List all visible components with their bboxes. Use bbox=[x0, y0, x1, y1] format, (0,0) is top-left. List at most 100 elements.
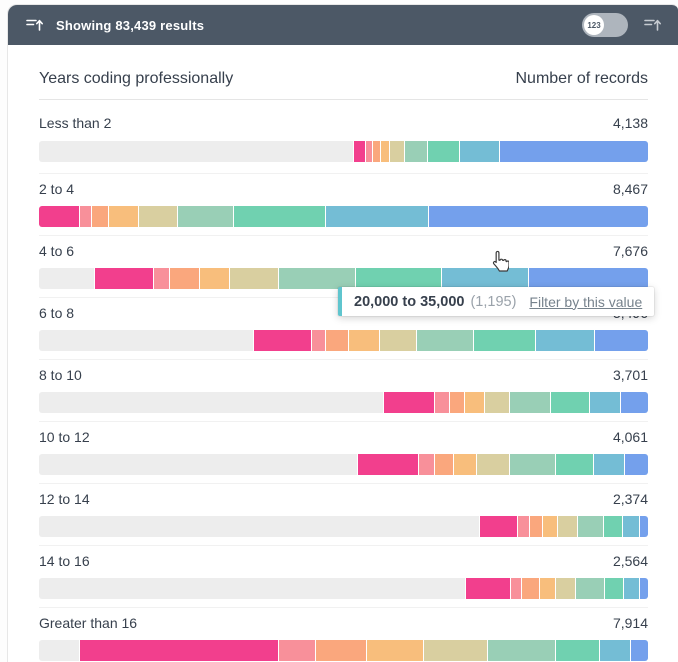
bar-segment-pink[interactable] bbox=[356, 454, 418, 475]
bar-segment-mint[interactable] bbox=[473, 330, 535, 351]
bar-segment-salmon[interactable] bbox=[510, 578, 522, 599]
bar-segment-teal[interactable] bbox=[622, 516, 639, 537]
bar-segment-light-orange[interactable] bbox=[90, 206, 109, 227]
bar-segment-salmon[interactable] bbox=[434, 392, 449, 413]
sort-ascending-icon[interactable] bbox=[644, 17, 662, 33]
bar[interactable] bbox=[39, 268, 648, 289]
number-format-toggle[interactable]: 123 bbox=[582, 13, 628, 37]
bar-segment-tan[interactable] bbox=[378, 330, 416, 351]
bar-segment-mint[interactable] bbox=[603, 578, 623, 599]
bar-segment-salmon[interactable] bbox=[277, 640, 316, 661]
bar[interactable] bbox=[39, 516, 648, 537]
bar-segment-salmon[interactable] bbox=[153, 268, 170, 289]
bar-segment-sage[interactable] bbox=[577, 516, 603, 537]
bar[interactable] bbox=[39, 640, 648, 661]
bar-segment-mint[interactable] bbox=[549, 392, 590, 413]
bar-segment-pink[interactable] bbox=[39, 206, 79, 227]
bar-segment-mint[interactable] bbox=[232, 206, 326, 227]
bar-segment-tan[interactable] bbox=[228, 268, 278, 289]
bar-segment-tan[interactable] bbox=[389, 141, 405, 162]
bar-segment-mint[interactable] bbox=[427, 141, 459, 162]
table-row: 4 to 6 7,676 bbox=[39, 236, 648, 298]
row-label: 12 to 14 bbox=[39, 491, 90, 507]
bar-segment-light-orange[interactable] bbox=[315, 640, 367, 661]
bar-segment-sage[interactable] bbox=[574, 578, 604, 599]
bar-segment-blue[interactable] bbox=[428, 206, 648, 227]
filter-by-value-link[interactable]: Filter by this value bbox=[529, 293, 643, 310]
bar-segment-pink[interactable] bbox=[465, 578, 511, 599]
bar-segment-pink[interactable] bbox=[253, 330, 311, 351]
bar-segment-teal[interactable] bbox=[534, 330, 595, 351]
bar-segment-salmon[interactable] bbox=[417, 454, 434, 475]
bar-segment-light-orange[interactable] bbox=[521, 578, 539, 599]
bar-segment-blue[interactable] bbox=[527, 268, 648, 289]
bar-segment-light-orange[interactable] bbox=[433, 454, 454, 475]
bar-segment-tan[interactable] bbox=[475, 454, 510, 475]
bar-segment-orange[interactable] bbox=[542, 516, 557, 537]
bar-segment-light-orange[interactable] bbox=[372, 141, 380, 162]
bar[interactable] bbox=[39, 330, 648, 351]
bar-segment-blue[interactable] bbox=[638, 516, 648, 537]
bar-segment-orange[interactable] bbox=[199, 268, 229, 289]
bar-segment-sage[interactable] bbox=[277, 268, 355, 289]
bar-segment-salmon[interactable] bbox=[78, 206, 91, 227]
bar-segment-light-orange[interactable] bbox=[448, 392, 465, 413]
bar-segment-sage[interactable] bbox=[509, 454, 556, 475]
bar-segment-teal[interactable] bbox=[598, 640, 630, 661]
bar-segment-orange[interactable] bbox=[366, 640, 424, 661]
row-label: 10 to 12 bbox=[39, 429, 90, 445]
bar[interactable] bbox=[39, 392, 648, 413]
bar-segment-light-orange[interactable] bbox=[169, 268, 200, 289]
bar[interactable] bbox=[39, 206, 648, 227]
bar-segment-teal[interactable] bbox=[458, 141, 499, 162]
bar-segment-tan[interactable] bbox=[556, 516, 578, 537]
bar-segment-tan[interactable] bbox=[555, 578, 575, 599]
bar[interactable] bbox=[39, 578, 648, 599]
bar-segment-sage[interactable] bbox=[487, 640, 555, 661]
bar-segment-blue[interactable] bbox=[624, 454, 648, 475]
bar-segment-pink[interactable] bbox=[78, 640, 278, 661]
row-value: 2,374 bbox=[612, 491, 648, 507]
bar-segment-orange[interactable] bbox=[538, 578, 556, 599]
bar-segment-blue[interactable] bbox=[639, 578, 648, 599]
bar-segment-salmon[interactable] bbox=[365, 141, 373, 162]
bar-empty-track bbox=[39, 640, 79, 661]
bar-segment-salmon[interactable] bbox=[310, 330, 326, 351]
bar-segment-orange[interactable] bbox=[347, 330, 379, 351]
bar-segment-blue[interactable] bbox=[629, 640, 648, 661]
bar-segment-teal[interactable] bbox=[622, 578, 640, 599]
bar[interactable] bbox=[39, 454, 648, 475]
bar-segment-sage[interactable] bbox=[509, 392, 550, 413]
bar-segment-orange[interactable] bbox=[453, 454, 476, 475]
bar-segment-mint[interactable] bbox=[355, 268, 442, 289]
bar-segment-tan[interactable] bbox=[483, 392, 510, 413]
toggle-knob[interactable]: 123 bbox=[584, 15, 604, 35]
bar-segment-blue[interactable] bbox=[594, 330, 648, 351]
bar-segment-pink[interactable] bbox=[383, 392, 435, 413]
bar-segment-salmon[interactable] bbox=[517, 516, 529, 537]
bar-segment-orange[interactable] bbox=[108, 206, 139, 227]
bar-segment-teal[interactable] bbox=[325, 206, 429, 227]
bar-segment-teal[interactable] bbox=[589, 392, 620, 413]
bar-segment-blue[interactable] bbox=[498, 141, 648, 162]
bar-segment-sage[interactable] bbox=[177, 206, 233, 227]
bar-segment-mint[interactable] bbox=[602, 516, 623, 537]
bar-segment-teal[interactable] bbox=[592, 454, 625, 475]
bar-segment-teal[interactable] bbox=[441, 268, 528, 289]
bar-segment-pink[interactable] bbox=[352, 141, 366, 162]
bar-segment-tan[interactable] bbox=[138, 206, 178, 227]
bar-segment-orange[interactable] bbox=[464, 392, 484, 413]
bar-segment-mint[interactable] bbox=[554, 640, 599, 661]
bar[interactable] bbox=[39, 141, 648, 162]
bar-segment-sage[interactable] bbox=[415, 330, 474, 351]
bar-segment-light-orange[interactable] bbox=[528, 516, 542, 537]
bar-segment-pink[interactable] bbox=[479, 516, 518, 537]
bar-segment-sage[interactable] bbox=[404, 141, 428, 162]
bar-segment-light-orange[interactable] bbox=[325, 330, 348, 351]
bar-segment-blue[interactable] bbox=[619, 392, 648, 413]
bar-segment-mint[interactable] bbox=[555, 454, 593, 475]
bar-segment-tan[interactable] bbox=[423, 640, 488, 661]
bar-segment-pink[interactable] bbox=[93, 268, 154, 289]
sort-ascending-icon[interactable] bbox=[26, 17, 44, 33]
bar-segment-orange[interactable] bbox=[380, 141, 390, 162]
